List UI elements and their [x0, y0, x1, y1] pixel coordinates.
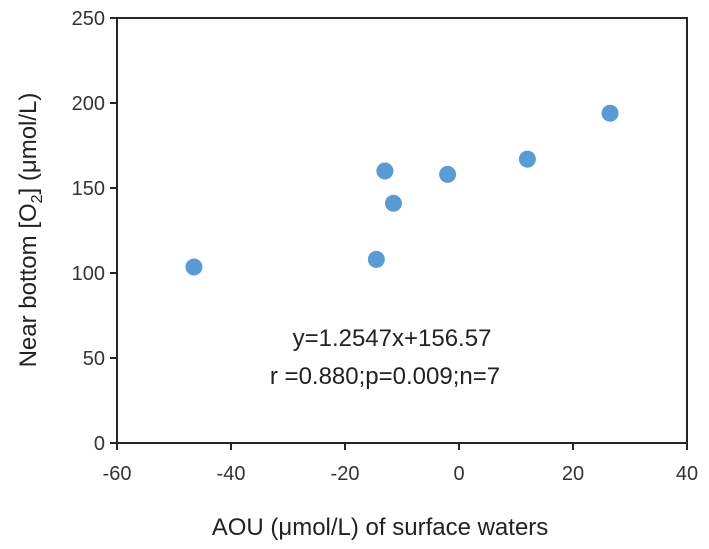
y-axis-title-suffix: ] (μmol/L) — [15, 93, 42, 195]
y-axis-title-subscript: 2 — [29, 194, 46, 203]
data-point — [439, 165, 457, 183]
x-tick-label: -20 — [331, 463, 360, 485]
x-axis-title: AOU (μmol/L) of surface waters — [212, 514, 549, 541]
data-point — [367, 250, 385, 268]
y-axis-title-prefix: Near bottom [O — [15, 203, 42, 367]
x-tick-label: 20 — [562, 463, 584, 485]
data-point — [376, 162, 394, 180]
y-tick-label: 50 — [83, 348, 105, 370]
data-point — [384, 194, 402, 212]
y-axis-title: Near bottom [O2] (μmol/L) — [15, 93, 46, 368]
regression-stats: r =0.880;p=0.009;n=7 — [270, 363, 500, 390]
y-tick-label: 100 — [72, 263, 105, 285]
x-tick-label: 40 — [676, 463, 698, 485]
x-tick-label: -40 — [217, 463, 246, 485]
y-tick-label: 200 — [72, 93, 105, 115]
regression-equation: y=1.2547x+156.57 — [293, 325, 492, 352]
y-axis-ticks: 0 50 100 150 200 250 — [72, 8, 117, 455]
y-tick-label: 250 — [72, 8, 105, 30]
data-points — [185, 104, 619, 276]
data-point — [518, 150, 536, 168]
x-tick-label: -60 — [103, 463, 132, 485]
plot-frame — [116, 17, 688, 444]
x-axis-ticks: -60 -40 -20 0 20 40 — [103, 443, 698, 485]
x-tick-label: 0 — [453, 463, 464, 485]
y-tick-label: 150 — [72, 178, 105, 200]
y-tick-label: 0 — [94, 433, 105, 455]
data-point — [601, 104, 619, 122]
data-point — [185, 258, 203, 276]
